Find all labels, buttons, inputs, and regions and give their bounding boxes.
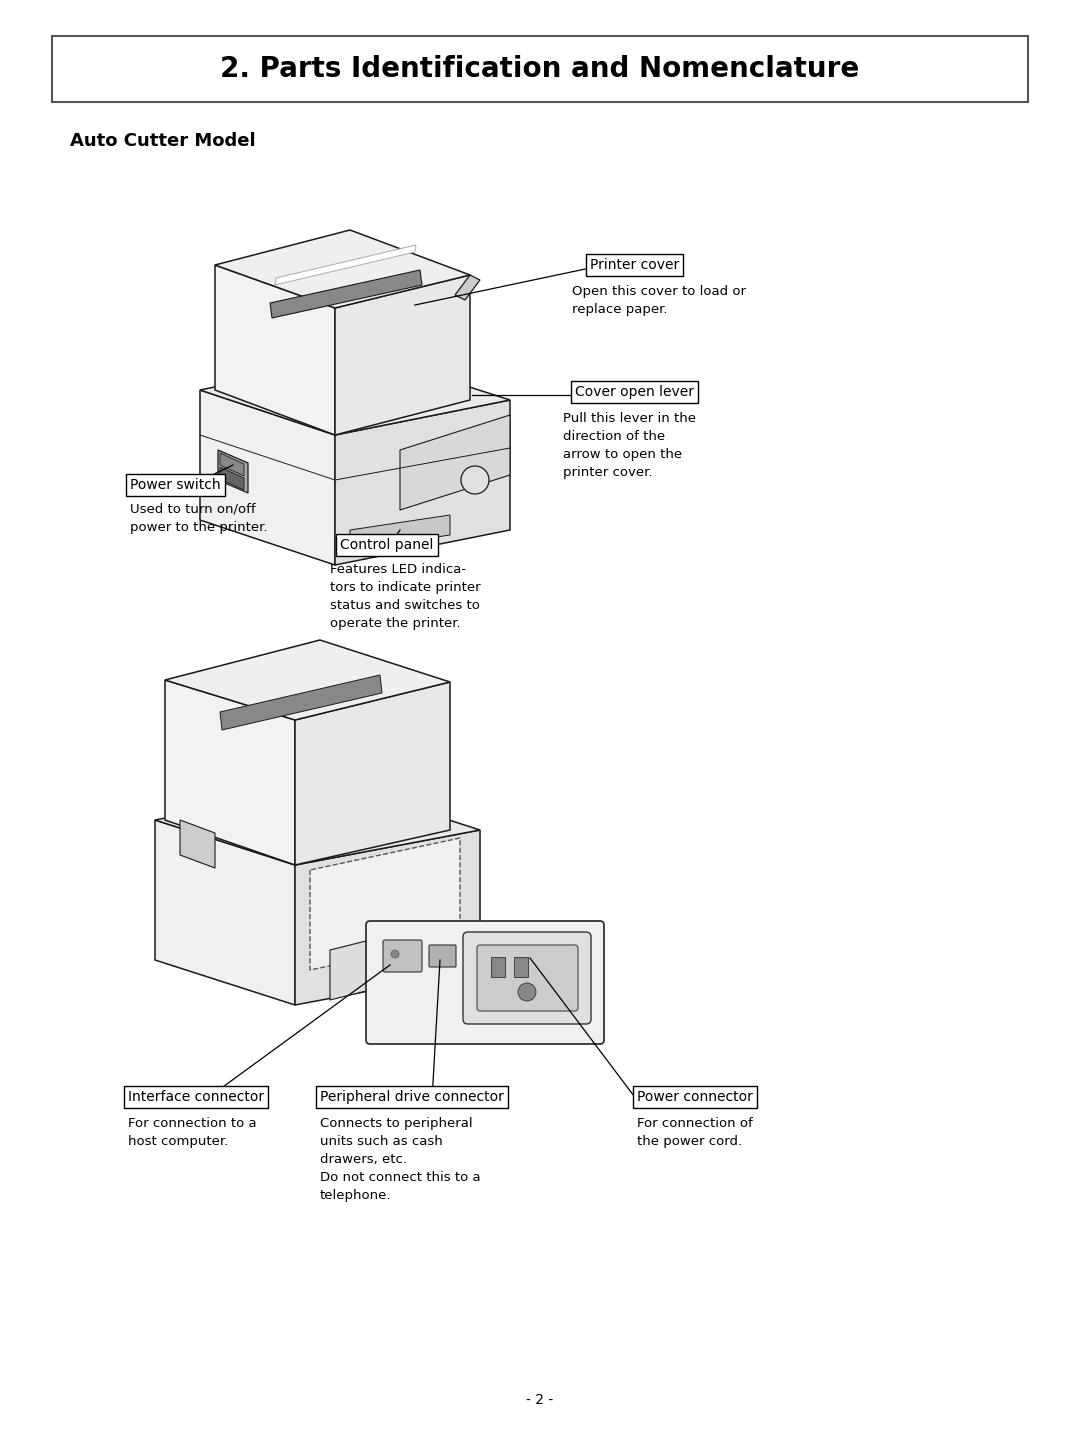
FancyBboxPatch shape bbox=[514, 957, 528, 977]
FancyBboxPatch shape bbox=[477, 945, 578, 1012]
Text: Peripheral drive connector: Peripheral drive connector bbox=[320, 1089, 504, 1104]
Polygon shape bbox=[295, 682, 450, 865]
Text: Auto Cutter Model: Auto Cutter Model bbox=[70, 132, 256, 150]
Polygon shape bbox=[215, 230, 470, 308]
FancyBboxPatch shape bbox=[52, 36, 1028, 102]
Polygon shape bbox=[400, 414, 510, 509]
Text: - 2 -: - 2 - bbox=[526, 1393, 554, 1407]
Polygon shape bbox=[180, 820, 215, 868]
Polygon shape bbox=[215, 265, 335, 435]
Text: Control panel: Control panel bbox=[340, 538, 433, 553]
FancyBboxPatch shape bbox=[463, 932, 591, 1025]
Text: Used to turn on/off
power to the printer.: Used to turn on/off power to the printer… bbox=[130, 504, 268, 534]
Polygon shape bbox=[335, 275, 470, 435]
Polygon shape bbox=[350, 515, 450, 550]
Text: Cover open lever: Cover open lever bbox=[575, 386, 694, 399]
Polygon shape bbox=[220, 453, 244, 476]
Text: Pull this lever in the
direction of the
arrow to open the
printer cover.: Pull this lever in the direction of the … bbox=[563, 412, 696, 479]
Polygon shape bbox=[165, 640, 450, 720]
Polygon shape bbox=[165, 681, 295, 865]
Polygon shape bbox=[156, 786, 480, 865]
Text: Printer cover: Printer cover bbox=[590, 258, 679, 272]
Text: For connection of
the power cord.: For connection of the power cord. bbox=[637, 1117, 753, 1148]
Polygon shape bbox=[200, 355, 510, 435]
Polygon shape bbox=[220, 675, 382, 730]
Text: For connection to a
host computer.: For connection to a host computer. bbox=[129, 1117, 257, 1148]
Polygon shape bbox=[218, 450, 248, 494]
FancyBboxPatch shape bbox=[366, 921, 604, 1045]
Polygon shape bbox=[200, 390, 335, 566]
Polygon shape bbox=[335, 400, 510, 566]
Polygon shape bbox=[330, 935, 390, 1000]
Polygon shape bbox=[295, 830, 480, 1004]
Text: Connects to peripheral
units such as cash
drawers, etc.
Do not connect this to a: Connects to peripheral units such as cas… bbox=[320, 1117, 481, 1202]
Polygon shape bbox=[275, 245, 416, 285]
Polygon shape bbox=[310, 837, 460, 970]
Polygon shape bbox=[455, 275, 480, 299]
Circle shape bbox=[461, 466, 489, 494]
Polygon shape bbox=[395, 925, 445, 986]
Text: Interface connector: Interface connector bbox=[129, 1089, 265, 1104]
Text: 2. Parts Identification and Nomenclature: 2. Parts Identification and Nomenclature bbox=[220, 55, 860, 83]
FancyBboxPatch shape bbox=[383, 940, 422, 971]
Circle shape bbox=[391, 950, 399, 958]
Polygon shape bbox=[220, 468, 244, 491]
Circle shape bbox=[518, 983, 536, 1002]
FancyBboxPatch shape bbox=[491, 957, 505, 977]
Text: Features LED indica-
tors to indicate printer
status and switches to
operate the: Features LED indica- tors to indicate pr… bbox=[330, 563, 481, 630]
Text: Power switch: Power switch bbox=[130, 478, 220, 492]
Text: Open this cover to load or
replace paper.: Open this cover to load or replace paper… bbox=[572, 285, 746, 317]
Polygon shape bbox=[270, 271, 422, 318]
Text: Power connector: Power connector bbox=[637, 1089, 753, 1104]
FancyBboxPatch shape bbox=[429, 945, 456, 967]
Polygon shape bbox=[156, 820, 295, 1004]
